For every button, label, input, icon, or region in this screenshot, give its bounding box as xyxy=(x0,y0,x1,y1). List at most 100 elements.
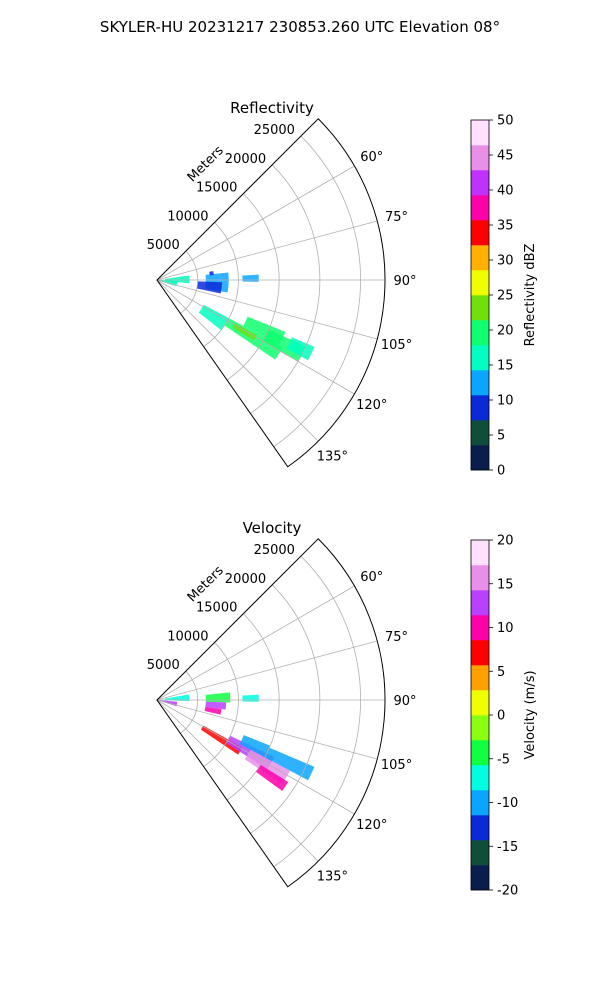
colorbar-tick-label: 0 xyxy=(497,709,505,724)
radial-axis-label: Meters xyxy=(185,563,227,605)
colorbar-tick-label: 15 xyxy=(497,577,514,592)
colorbar-segment xyxy=(471,195,489,221)
azimuth-tick-label: 90° xyxy=(393,694,416,709)
reflectivity-panel: Reflectivity 5000 10000 15000 20000 25000 Mete… xyxy=(147,99,538,479)
radial-tick-label: 5000 xyxy=(147,238,180,253)
range-ring xyxy=(180,250,199,314)
colorbar-segment xyxy=(471,640,489,666)
echo-region xyxy=(165,275,190,284)
colorbar-segment xyxy=(471,220,489,246)
colorbar-tick-label: 35 xyxy=(497,219,514,234)
azimuth-gridline xyxy=(156,699,355,815)
colorbar-tick-label: 45 xyxy=(497,149,514,164)
colorbar-segment xyxy=(471,295,489,321)
colorbar-segment xyxy=(471,690,489,716)
colorbar-tick-label: 0 xyxy=(497,464,505,479)
colorbar-tick-label: -10 xyxy=(497,796,518,811)
colorbar-tick-label: 20 xyxy=(497,534,514,549)
azimuth-gridline xyxy=(156,699,319,862)
colorbar-segment xyxy=(471,395,489,421)
azimuth-gridline xyxy=(156,640,378,701)
colorbar-segment xyxy=(471,790,489,816)
azimuth-gridline xyxy=(156,279,378,340)
azimuth-gridline xyxy=(156,699,378,760)
azimuth-tick-label: 75° xyxy=(385,210,408,225)
azimuth-tick-label: 120° xyxy=(356,818,387,833)
azimuth-tick-label: 90° xyxy=(393,274,416,289)
range-ring xyxy=(273,135,361,448)
colorbar-segment xyxy=(471,170,489,196)
range-ring xyxy=(203,642,239,768)
azimuth-tick-label: 135° xyxy=(317,869,348,884)
colorbar-label: Reflectivity dBZ xyxy=(523,244,538,347)
colorbar-tick-label: 15 xyxy=(497,359,514,374)
colorbar-segment xyxy=(471,665,489,691)
echo-region xyxy=(200,725,243,755)
range-ring xyxy=(203,222,239,348)
radial-tick-label: 20000 xyxy=(225,572,266,587)
range-ring xyxy=(273,555,361,868)
echo-region xyxy=(205,692,231,703)
sector-outline xyxy=(156,118,386,468)
echo-region xyxy=(242,694,259,702)
echo-region xyxy=(165,694,190,702)
colorbar-label: Velocity (m/s) xyxy=(523,670,538,759)
colorbar-segment xyxy=(471,370,489,396)
colorbar-segment xyxy=(471,590,489,616)
colorbar-segment xyxy=(471,120,489,146)
azimuth-gridline xyxy=(156,279,355,395)
colorbar-tick-label: 5 xyxy=(497,429,505,444)
echo-region xyxy=(255,764,289,791)
radial-tick-label: 15000 xyxy=(196,601,237,616)
range-ring xyxy=(226,193,280,381)
range-ring xyxy=(250,164,321,414)
echo-region xyxy=(205,701,227,710)
echo-region xyxy=(204,706,222,715)
colorbar-tick-label: -5 xyxy=(497,752,510,767)
azimuth-gridline xyxy=(156,279,319,442)
colorbar-tick-label: -20 xyxy=(497,884,518,899)
colorbar-segment xyxy=(471,420,489,446)
colorbar-tick-label: 10 xyxy=(497,394,514,409)
radial-tick-label: 5000 xyxy=(147,658,180,673)
azimuth-tick-label: 105° xyxy=(381,338,412,353)
azimuth-tick-label: 60° xyxy=(360,150,383,165)
velocity-panel: Velocity 5000 10000 15000 20000 25000 Meters 60… xyxy=(147,519,538,899)
colorbar-segment xyxy=(471,865,489,891)
colorbar-segment xyxy=(471,765,489,791)
colorbar-segment xyxy=(471,715,489,741)
sector-outline xyxy=(156,538,386,888)
colorbar-tick-label: 20 xyxy=(497,324,514,339)
colorbar-segment xyxy=(471,840,489,866)
azimuth-tick-label: 105° xyxy=(381,758,412,773)
colorbar-segment xyxy=(471,815,489,841)
echo-region xyxy=(209,271,214,276)
colorbar-segment xyxy=(471,615,489,641)
radial-tick-label: 10000 xyxy=(167,209,208,224)
colorbar-tick-label: 25 xyxy=(497,289,514,304)
range-ring xyxy=(226,613,280,801)
azimuth-gridline xyxy=(156,220,378,281)
figure-title: SKYLER-HU 20231217 230853.260 UTC Elevat… xyxy=(100,18,500,36)
colorbar-tick-label: 10 xyxy=(497,621,514,636)
panel-title: Velocity xyxy=(243,519,302,537)
colorbar-segment xyxy=(471,320,489,346)
radial-tick-label: 10000 xyxy=(167,629,208,644)
echo-region xyxy=(244,749,291,785)
colorbar-tick-label: 40 xyxy=(497,184,514,199)
colorbar-segment xyxy=(471,740,489,766)
colorbar-tick-label: -15 xyxy=(497,840,518,855)
azimuth-tick-label: 135° xyxy=(317,449,348,464)
radial-tick-label: 25000 xyxy=(254,123,295,138)
panel-title: Reflectivity xyxy=(230,99,314,117)
echo-region xyxy=(196,281,223,294)
echo-region xyxy=(262,329,306,362)
azimuth-tick-label: 75° xyxy=(385,630,408,645)
colorbar-tick-label: 5 xyxy=(497,665,505,680)
echo-region xyxy=(239,735,271,758)
radial-tick-label: 25000 xyxy=(254,543,295,558)
colorbar-segment xyxy=(471,345,489,371)
range-ring xyxy=(180,670,199,734)
radial-tick-label: 20000 xyxy=(225,152,266,167)
